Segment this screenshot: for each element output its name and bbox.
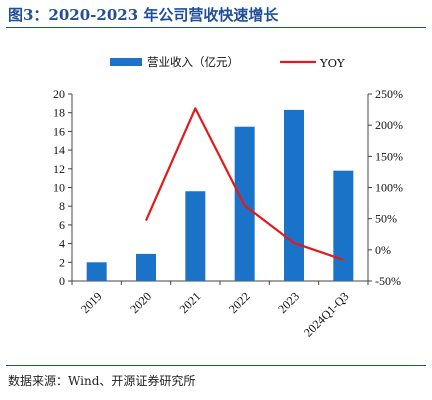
title-rule	[6, 27, 426, 28]
legend-bar-swatch	[110, 58, 142, 66]
left-tick-label: 14	[53, 143, 65, 157]
source-note: 数据来源：Wind、开源证券研究所	[8, 374, 196, 388]
right-tick-label: 200%	[375, 118, 403, 132]
x-tick-label: 2021	[177, 289, 204, 316]
bar-2023	[284, 109, 304, 282]
x-tick-label: 2024Q1-Q3	[301, 289, 351, 339]
left-tick-label: 6	[59, 218, 65, 232]
left-tick-label: 4	[59, 237, 65, 251]
left-tick-label: 8	[59, 199, 65, 213]
source-rule	[6, 365, 426, 366]
left-tick-label: 18	[53, 106, 65, 120]
x-tick-label: 2022	[226, 289, 253, 316]
bar-2021	[185, 191, 206, 281]
left-tick-label: 16	[53, 124, 65, 138]
right-tick-label: -50%	[375, 274, 401, 288]
bar-2024Q1-Q3	[333, 170, 354, 281]
bar-2020	[136, 253, 156, 281]
legend-line-label: YOY	[319, 56, 345, 70]
revenue-chart: 营业收入（亿元） YOY 0 2 4 6 8 10 12 14 16 18 20 -50% 0% 50% 10…	[53, 55, 403, 340]
figure-title: 图3：2020-2023 年公司营收快速增长	[8, 6, 279, 24]
right-tick-label: 250%	[375, 87, 403, 101]
right-tick-label: 150%	[375, 149, 403, 163]
right-tick-label: 100%	[375, 181, 403, 195]
bar-2019	[86, 262, 107, 281]
left-tick-label: 10	[53, 181, 65, 195]
left-tick-label: 12	[53, 162, 65, 176]
x-tick-label: 2020	[127, 289, 154, 316]
right-tick-label: 0%	[375, 243, 391, 257]
axes: 0 2 4 6 8 10 12 14 16 18 20 -50% 0% 50% 100% 150% 200% 25…	[53, 87, 403, 288]
left-tick-label: 20	[53, 87, 65, 101]
left-tick-label: 0	[59, 274, 65, 288]
legend: 营业收入（亿元） YOY	[110, 55, 345, 70]
right-tick-label: 50%	[375, 212, 397, 226]
legend-bar-label: 营业收入（亿元）	[147, 55, 239, 69]
x-tick-label: 2023	[275, 289, 302, 316]
left-tick-label: 2	[59, 255, 65, 269]
bar-series	[86, 109, 354, 282]
yoy-series	[144, 107, 344, 261]
x-tick-label: 2019	[78, 289, 105, 316]
